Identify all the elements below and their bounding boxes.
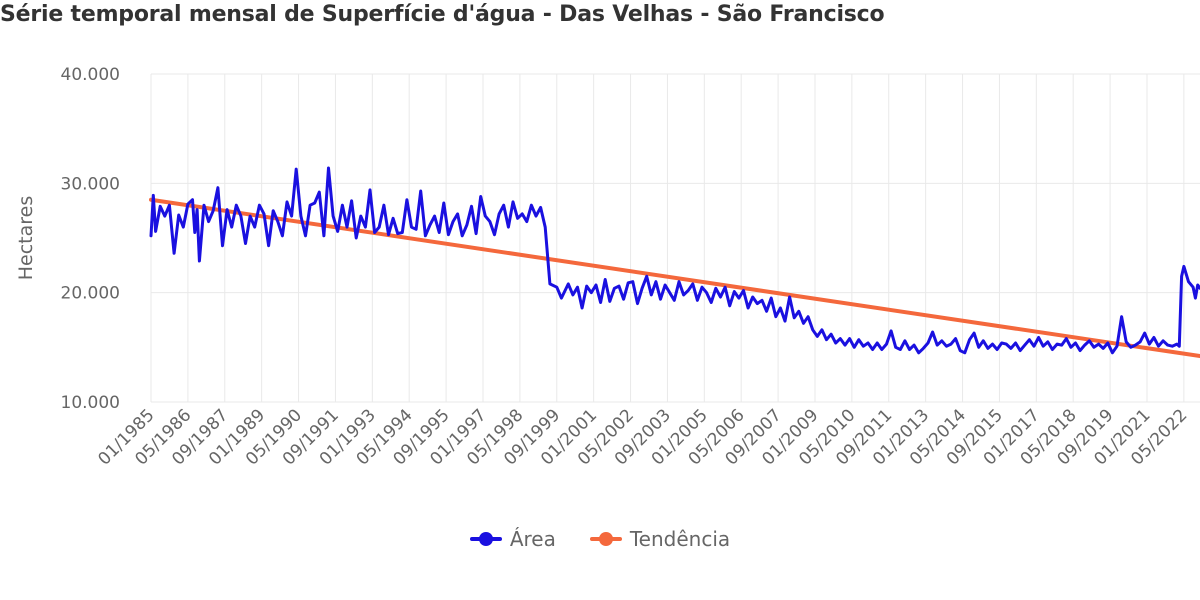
chart-title: Série temporal mensal de Superfície d'ág…	[0, 2, 885, 27]
x-gridlines	[150, 74, 1185, 402]
y-tick-label: 20.000	[61, 284, 120, 304]
y-tick-label: 10.000	[61, 393, 120, 413]
series-line-area	[149, 166, 1200, 355]
legend-item-trend[interactable]: Tendência	[589, 527, 731, 551]
y-gridlines	[151, 73, 1200, 403]
x-axis-ticks: 01/198505/198609/198701/198905/199009/19…	[94, 405, 1191, 469]
series-layer	[149, 166, 1200, 359]
legend: Área Tendência	[0, 527, 1200, 551]
legend-label-area: Área	[509, 527, 556, 551]
y-tick-label: 30.000	[61, 174, 120, 194]
y-tick-label: 40.000	[61, 65, 120, 85]
legend-label-trend: Tendência	[629, 527, 731, 551]
y-axis-label: Hectares	[15, 196, 37, 281]
legend-swatch-trend	[589, 532, 622, 546]
legend-item-area[interactable]: Área	[469, 527, 556, 551]
legend-swatch-area	[469, 532, 502, 546]
y-axis-ticks: 10.000 20.000 30.000 40.000	[61, 65, 120, 413]
